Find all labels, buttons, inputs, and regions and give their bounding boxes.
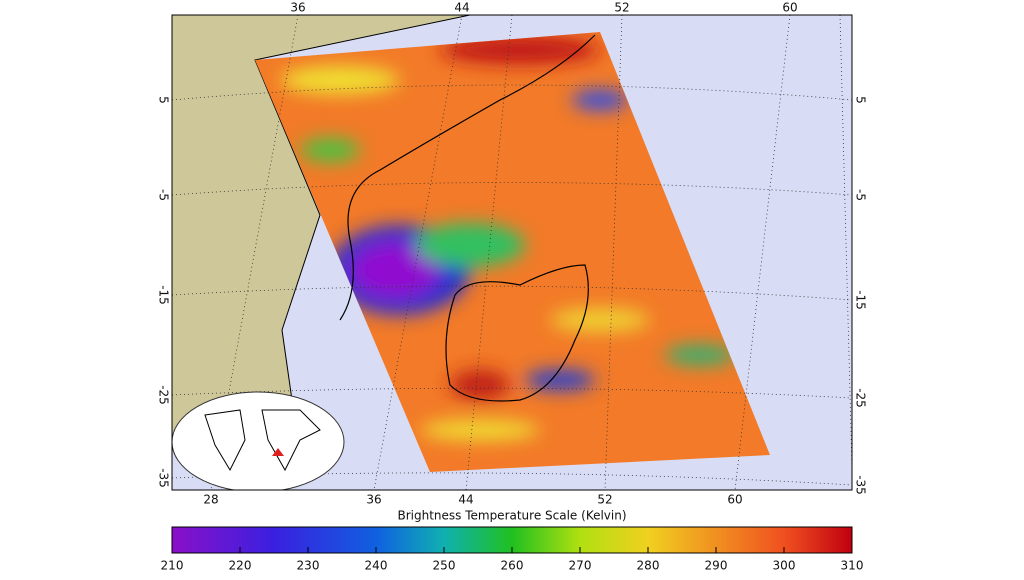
inset-land <box>204 409 321 472</box>
lon-label: 36 <box>290 1 305 15</box>
colorbar-tick-label: 240 <box>365 559 388 573</box>
lon-label: 28 <box>203 493 218 507</box>
colorbar-tick-label: 300 <box>773 559 796 573</box>
lat-label: -15 <box>854 290 868 310</box>
colorbar-tick-label: 220 <box>229 559 252 573</box>
lon-label: 36 <box>366 493 381 507</box>
colorbar-tick-label: 260 <box>501 559 524 573</box>
colorbar-title: Brightness Temperature Scale (Kelvin) <box>397 509 626 523</box>
lat-label: 5 <box>854 96 868 104</box>
lon-label: 52 <box>614 1 629 15</box>
lon-label: 44 <box>458 493 473 507</box>
lat-label: -35 <box>854 475 868 495</box>
inset-globe <box>172 391 345 490</box>
colorbar-tick-label: 280 <box>637 559 660 573</box>
lat-label: -35 <box>157 468 171 488</box>
lon-label: 60 <box>727 493 742 507</box>
lat-label: -15 <box>157 285 171 305</box>
colorbar-tick-label: 270 <box>569 559 592 573</box>
colorbar-tick-label: 250 <box>433 559 456 573</box>
lat-label: -25 <box>854 388 868 408</box>
lon-label: 60 <box>782 1 797 15</box>
colorbar-tick-label: 210 <box>161 559 184 573</box>
lat-label: -5 <box>157 189 171 201</box>
lon-label: 52 <box>597 493 612 507</box>
colorbar-tick-label: 290 <box>705 559 728 573</box>
coastline <box>445 264 589 402</box>
lat-label: -5 <box>854 189 868 201</box>
colorbar-tick-label: 310 <box>841 559 864 573</box>
inset-marker <box>272 448 284 456</box>
map-frame <box>171 14 853 491</box>
lon-label: 44 <box>454 1 469 15</box>
lat-label: -25 <box>157 385 171 405</box>
lat-label: 5 <box>157 96 171 104</box>
map <box>172 15 852 490</box>
colorbar-tick-label: 230 <box>297 559 320 573</box>
coastline <box>339 34 596 321</box>
